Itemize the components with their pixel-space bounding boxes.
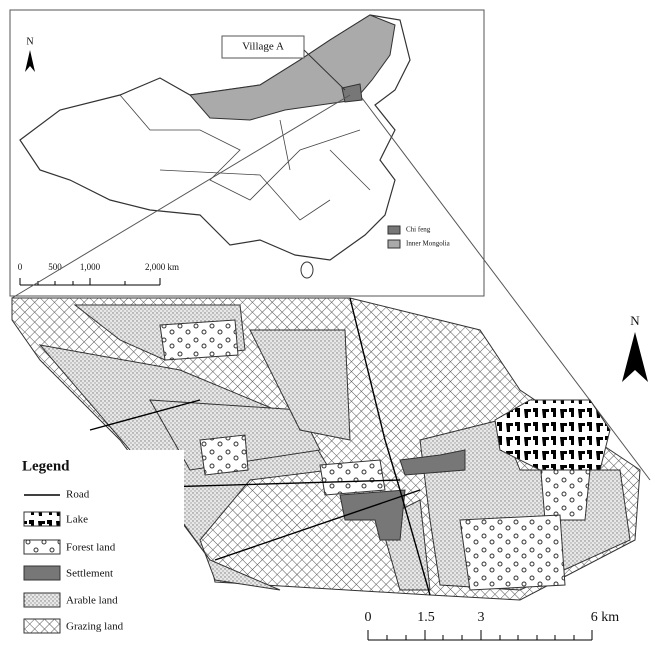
scale-label: 2,000 km bbox=[145, 262, 179, 272]
legend-label: Forest land bbox=[66, 542, 116, 554]
north-label: N bbox=[26, 36, 33, 47]
forest-land bbox=[160, 320, 238, 360]
scale-label: 1,000 bbox=[80, 262, 101, 272]
legend-label: Settlement bbox=[66, 568, 113, 580]
legend-swatch bbox=[24, 566, 60, 580]
scale-label: 6 km bbox=[591, 610, 620, 625]
forest-land bbox=[200, 435, 248, 475]
north-label: N bbox=[630, 313, 640, 328]
inset-map: N Village A 0 500 1,000 2,000 km Chi fen… bbox=[10, 10, 484, 296]
scale-label: 3 bbox=[478, 610, 485, 625]
legend-swatch bbox=[24, 619, 60, 633]
forest-land bbox=[460, 515, 565, 590]
legend-label: Grazing land bbox=[66, 621, 124, 633]
scale-label: 0 bbox=[18, 262, 23, 272]
scale: 0 1.5 3 6 km bbox=[365, 610, 620, 640]
legend-title: Legend bbox=[22, 458, 70, 474]
scale-label: 500 bbox=[48, 262, 62, 272]
scale-label: 1.5 bbox=[417, 610, 435, 625]
island bbox=[301, 262, 313, 278]
callout-label: Village A bbox=[242, 41, 284, 53]
map: N Village A 0 500 1,000 2,000 km Chi fen… bbox=[0, 0, 655, 653]
scale-label: 0 bbox=[365, 610, 372, 625]
legend-label: Lake bbox=[66, 514, 88, 526]
scale-bar bbox=[368, 630, 592, 640]
legend-swatch bbox=[24, 512, 60, 526]
legend-swatch bbox=[388, 226, 400, 234]
legend-swatch bbox=[24, 593, 60, 607]
north-arrow bbox=[622, 332, 648, 382]
legend-label: Inner Mongolia bbox=[406, 240, 451, 248]
forest-land bbox=[320, 460, 385, 495]
legend-label: Road bbox=[66, 489, 90, 501]
legend: Legend Road Lake Forest land Settlement … bbox=[14, 450, 184, 646]
legend-swatch bbox=[388, 240, 400, 248]
legend-label: Chi feng bbox=[406, 226, 431, 234]
legend-swatch bbox=[24, 540, 60, 554]
legend-label: Arable land bbox=[66, 595, 118, 607]
